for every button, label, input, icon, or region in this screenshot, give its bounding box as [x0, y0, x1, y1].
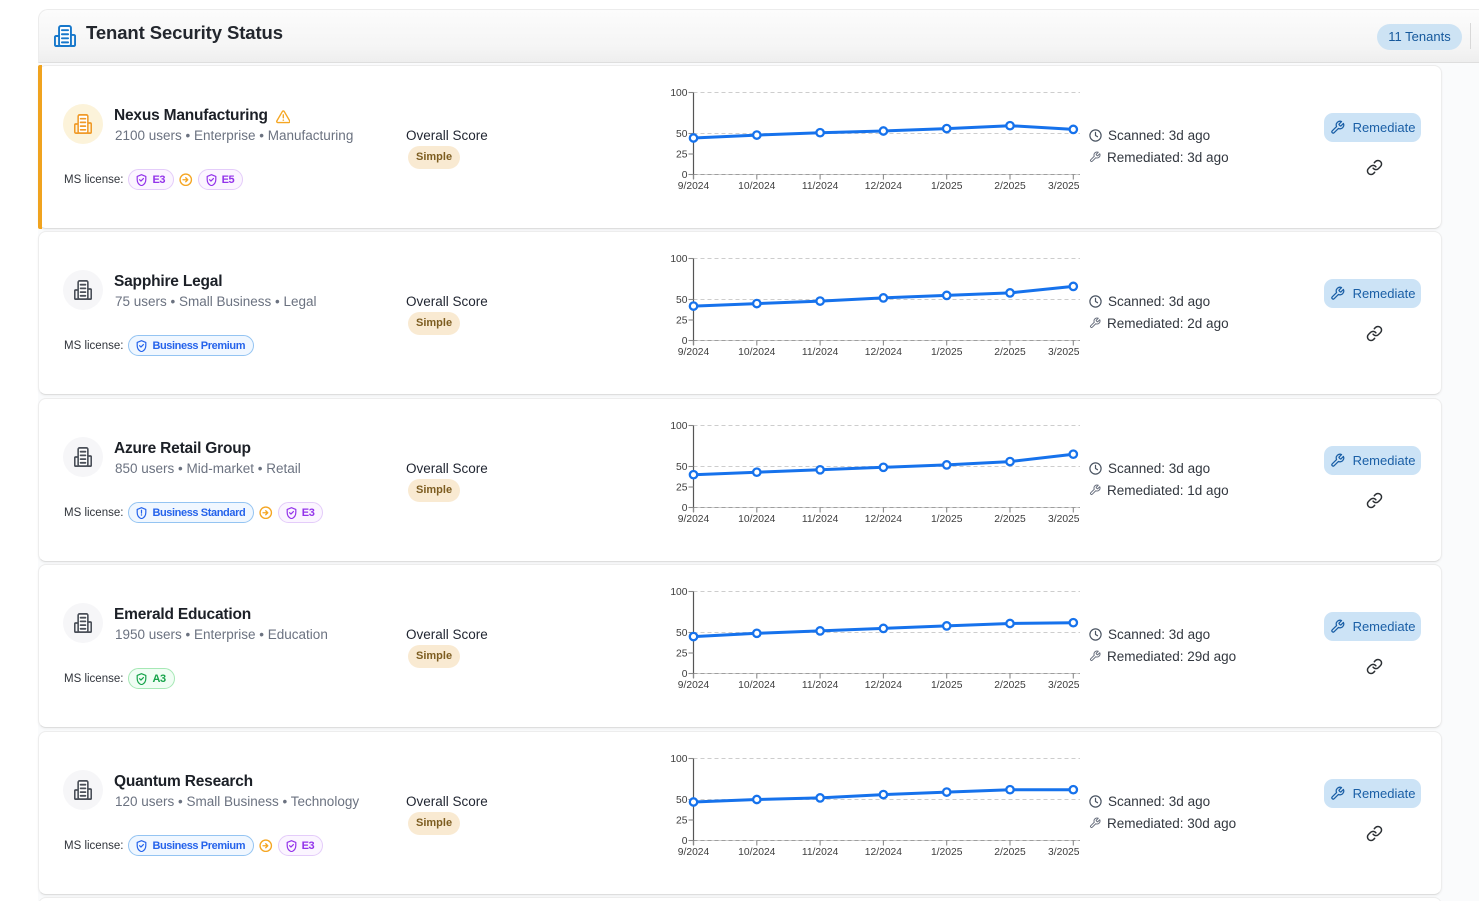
svg-text:25: 25: [676, 316, 688, 327]
svg-text:11/2024: 11/2024: [802, 514, 839, 525]
svg-text:1/2025: 1/2025: [931, 347, 963, 358]
svg-text:11/2024: 11/2024: [802, 680, 839, 691]
svg-text:25: 25: [676, 150, 688, 161]
svg-text:9/2024: 9/2024: [678, 347, 710, 358]
svg-text:1/2025: 1/2025: [931, 680, 963, 691]
svg-text:1/2025: 1/2025: [931, 847, 963, 858]
svg-text:9/2024: 9/2024: [678, 847, 710, 858]
svg-text:1/2025: 1/2025: [931, 181, 963, 192]
svg-text:10/2024: 10/2024: [738, 514, 775, 525]
svg-text:9/2024: 9/2024: [678, 514, 710, 525]
svg-text:10/2024: 10/2024: [738, 680, 775, 691]
svg-text:50: 50: [676, 295, 688, 306]
svg-text:11/2024: 11/2024: [802, 847, 839, 858]
svg-text:100: 100: [670, 254, 687, 265]
svg-text:11/2024: 11/2024: [802, 181, 839, 192]
svg-text:0: 0: [682, 836, 688, 847]
svg-text:100: 100: [670, 88, 687, 99]
svg-text:9/2024: 9/2024: [678, 181, 710, 192]
svg-text:10/2024: 10/2024: [738, 847, 775, 858]
svg-text:3/2025: 3/2025: [1048, 514, 1080, 525]
svg-text:25: 25: [676, 816, 688, 827]
svg-text:12/2024: 12/2024: [865, 514, 902, 525]
svg-text:3/2025: 3/2025: [1048, 680, 1080, 691]
svg-text:10/2024: 10/2024: [738, 181, 775, 192]
svg-text:0: 0: [682, 503, 688, 514]
svg-text:50: 50: [676, 628, 688, 639]
svg-text:10/2024: 10/2024: [738, 347, 775, 358]
svg-text:50: 50: [676, 462, 688, 473]
svg-text:1/2025: 1/2025: [931, 514, 963, 525]
svg-text:11/2024: 11/2024: [802, 347, 839, 358]
svg-text:100: 100: [670, 754, 687, 765]
svg-text:2/2025: 2/2025: [994, 847, 1026, 858]
svg-text:12/2024: 12/2024: [865, 680, 902, 691]
svg-text:100: 100: [670, 587, 687, 598]
svg-text:0: 0: [682, 170, 688, 181]
svg-text:2/2025: 2/2025: [994, 680, 1026, 691]
svg-text:12/2024: 12/2024: [865, 347, 902, 358]
svg-text:50: 50: [676, 795, 688, 806]
svg-text:3/2025: 3/2025: [1048, 347, 1080, 358]
svg-text:12/2024: 12/2024: [865, 847, 902, 858]
svg-text:3/2025: 3/2025: [1048, 181, 1080, 192]
svg-text:25: 25: [676, 483, 688, 494]
svg-text:2/2025: 2/2025: [994, 347, 1026, 358]
svg-text:50: 50: [676, 129, 688, 140]
svg-text:2/2025: 2/2025: [994, 181, 1026, 192]
svg-text:2/2025: 2/2025: [994, 514, 1026, 525]
svg-text:25: 25: [676, 649, 688, 660]
svg-text:0: 0: [682, 669, 688, 680]
svg-text:100: 100: [670, 421, 687, 432]
svg-text:9/2024: 9/2024: [678, 680, 710, 691]
svg-text:0: 0: [682, 336, 688, 347]
svg-text:12/2024: 12/2024: [865, 181, 902, 192]
svg-text:3/2025: 3/2025: [1048, 847, 1080, 858]
